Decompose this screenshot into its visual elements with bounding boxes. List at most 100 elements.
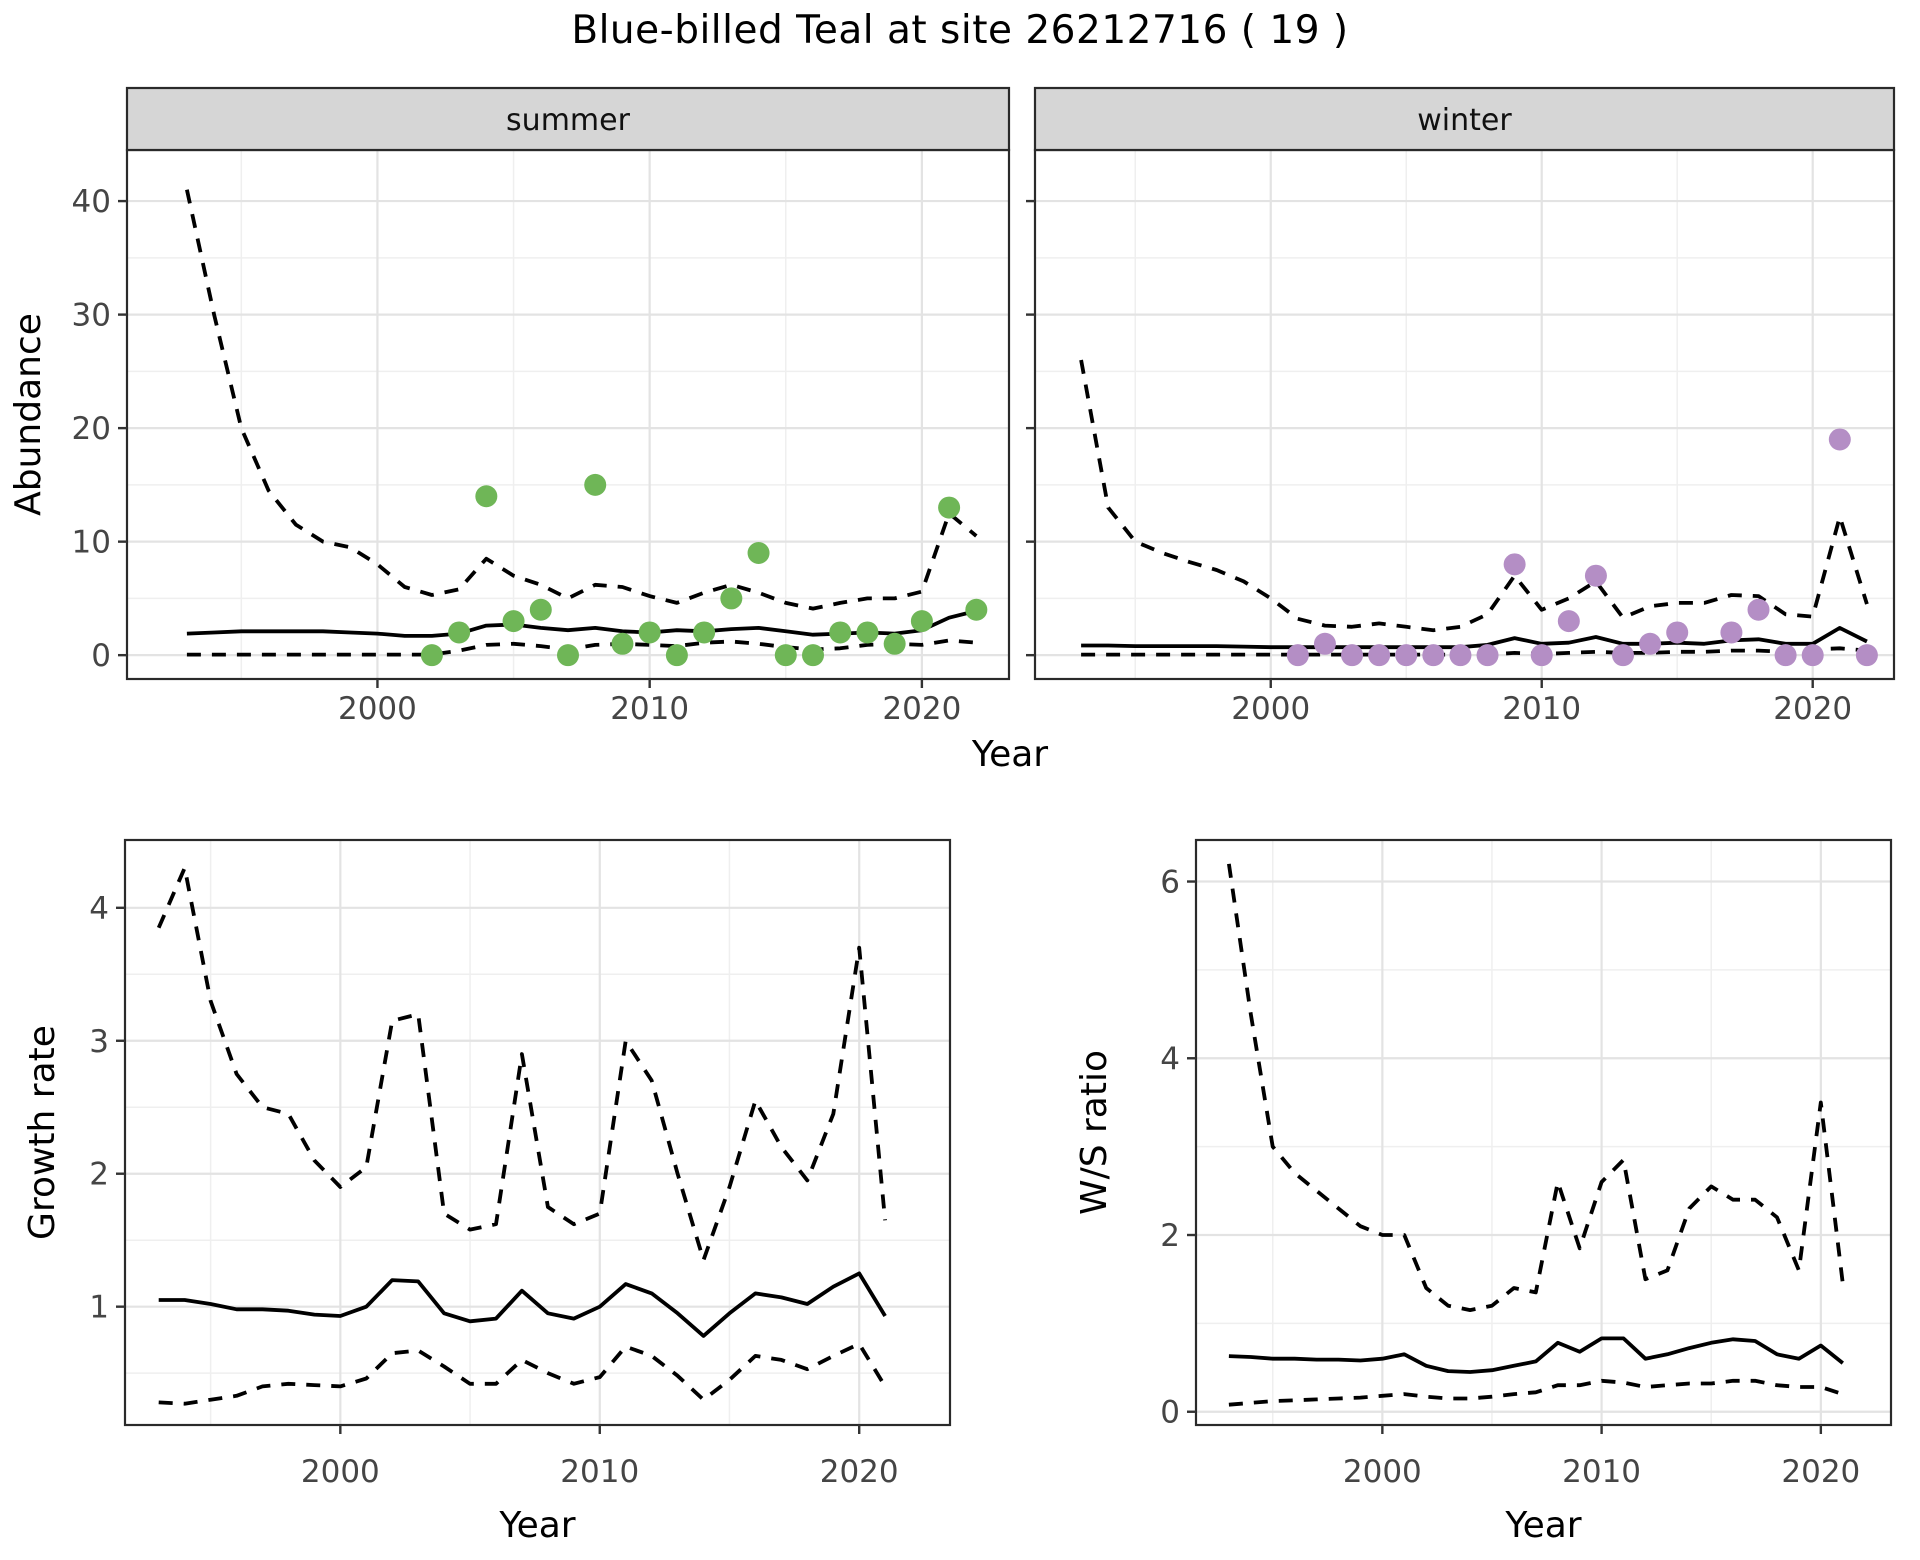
series-lower-95ci-line [1228, 1378, 1844, 1407]
facet-strip-label: summer [506, 103, 631, 138]
grid-minor [1196, 840, 1891, 1425]
grid-minor [125, 840, 950, 1425]
observation-point [1557, 610, 1580, 633]
observation-point [1612, 644, 1635, 667]
observation-point [638, 621, 661, 644]
observation-point [1476, 644, 1499, 667]
observation-point [938, 496, 961, 519]
panel-border [123, 838, 952, 1427]
series-upper-95ci-line [156, 866, 887, 1262]
figure-title: Blue-billed Teal at site 26212716 ( 19 ) [571, 8, 1349, 53]
observation-point [1422, 644, 1445, 667]
observation-point [448, 621, 471, 644]
x-tick-label: 2020 [1773, 691, 1852, 727]
x-tick-label: 2000 [338, 691, 417, 727]
series-group [156, 866, 887, 1406]
observation-point [1720, 621, 1743, 644]
x-axis-title: Year [498, 1505, 575, 1546]
observation-point [856, 621, 879, 644]
observation-point [1286, 644, 1309, 667]
observation-point [529, 598, 552, 621]
observation-point [1313, 632, 1336, 655]
panel-ws-ratio: 2000 2010 2020 0 2 4 6 W/S ratio Year [1074, 838, 1893, 1546]
observation-point [802, 644, 824, 667]
observation-point [829, 621, 852, 644]
x-tick-label: 2020 [1781, 1454, 1860, 1490]
observation-point [1855, 644, 1878, 667]
series-lower-95ci-line [186, 638, 977, 657]
x-tick-label: 2000 [1231, 691, 1310, 727]
y-tick-label: 2 [89, 1157, 109, 1193]
observation-point [1639, 632, 1662, 655]
series-observed-counts [1286, 428, 1878, 667]
observation-point [1449, 644, 1472, 667]
facet-strip [1033, 86, 1896, 152]
panel-background [1035, 150, 1894, 679]
grid-minor [127, 150, 1009, 679]
observation-point [1747, 598, 1770, 621]
grid-minor [1035, 150, 1894, 679]
y-tick-label: 2 [1160, 1218, 1180, 1254]
observation-point [1828, 428, 1851, 451]
y-axis-title: Growth rate [22, 1025, 63, 1240]
observation-point [720, 587, 743, 610]
x-tick-label: 2000 [1343, 1454, 1422, 1490]
observation-point [693, 621, 716, 644]
y-tick-label: 30 [72, 298, 111, 334]
series-upper-95ci-line [1227, 863, 1845, 1312]
observation-point [1666, 621, 1689, 644]
x-tick-label: 2010 [560, 1454, 639, 1490]
observation-point [420, 644, 443, 667]
observation-point [965, 598, 988, 621]
x-tick-label: 2010 [610, 691, 689, 727]
observation-point [1774, 644, 1797, 667]
panel-abundance-winter: 2000 2010 2020 winter [1026, 86, 1896, 727]
panel-background [127, 150, 1009, 679]
y-tick-label: 4 [1160, 1041, 1180, 1077]
y-tick-label: 3 [89, 1024, 109, 1060]
observation-point [910, 610, 933, 633]
observation-point [1584, 564, 1607, 587]
series-group [1227, 863, 1845, 1407]
x-tick-label: 2010 [1562, 1454, 1641, 1490]
grid-major [1035, 150, 1894, 679]
observation-point [883, 632, 906, 655]
series-upper-95ci-line [185, 189, 978, 611]
observation-point [665, 644, 688, 667]
series-median-line [158, 1271, 887, 1338]
y-tick-label: 0 [91, 638, 111, 674]
panel-abundance-summer: 2000 2010 2020 0 10 20 30 40 summer Abundance [8, 86, 1011, 727]
series-lower-95ci-line [1081, 646, 1868, 657]
y-tick-label: 40 [72, 184, 111, 220]
observation-point [774, 644, 797, 667]
grid-major [1196, 840, 1891, 1425]
y-tick-label: 1 [89, 1290, 109, 1326]
panel-growth-rate: 2000 2010 2020 1 2 3 4 Growth rate Year [22, 838, 952, 1546]
x-tick-label: 2020 [820, 1454, 899, 1490]
y-tick-label: 20 [72, 411, 111, 447]
series-group [1079, 359, 1878, 667]
series-median-line [1228, 1336, 1844, 1374]
observation-point [747, 541, 770, 564]
y-tick-label: 10 [72, 525, 111, 561]
x-tick-label: 2020 [882, 691, 961, 727]
y-tick-label: 0 [1160, 1395, 1180, 1431]
observation-point [584, 473, 607, 496]
facet-strip-label: winter [1417, 103, 1512, 138]
facet-strip [125, 86, 1011, 152]
y-axis-title: W/S ratio [1074, 1050, 1115, 1215]
y-tick-label: 4 [89, 891, 109, 927]
observation-point [1341, 644, 1364, 667]
panel-border [1194, 838, 1893, 1427]
observation-point [1395, 644, 1418, 667]
series-observed-counts [420, 473, 988, 667]
series-group [185, 189, 988, 667]
x-tick-label: 2010 [1502, 691, 1581, 727]
observation-point [557, 644, 579, 667]
observation-point [475, 485, 498, 508]
series-upper-95ci-line [1079, 359, 1869, 633]
observation-point [1801, 644, 1824, 667]
panel-background [125, 840, 950, 1425]
panel-background [1196, 840, 1891, 1425]
